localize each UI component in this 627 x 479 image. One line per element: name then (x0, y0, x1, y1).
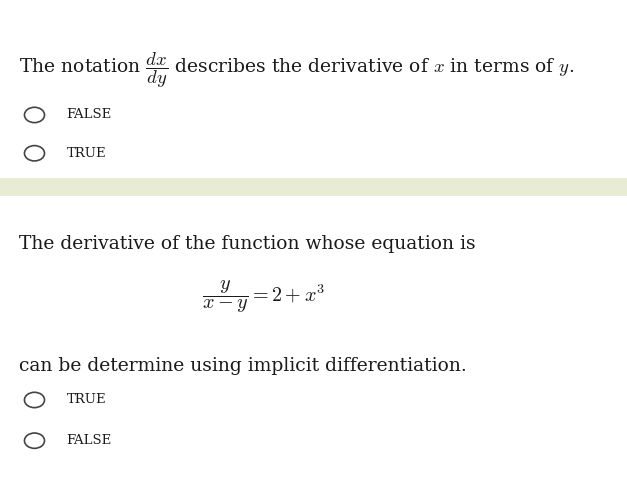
Text: FALSE: FALSE (66, 434, 112, 447)
Text: The notation $\dfrac{dx}{dy}$ describes the derivative of $x$ in terms of $y$.: The notation $\dfrac{dx}{dy}$ describes … (19, 50, 574, 90)
Text: TRUE: TRUE (66, 393, 106, 407)
Text: TRUE: TRUE (66, 147, 106, 160)
Text: $\dfrac{y}{x - y} = 2 + x^3$: $\dfrac{y}{x - y} = 2 + x^3$ (202, 279, 325, 315)
Text: FALSE: FALSE (66, 108, 112, 122)
Text: can be determine using implicit differentiation.: can be determine using implicit differen… (19, 357, 466, 375)
Bar (0, 178, 627, 196)
Text: The derivative of the function whose equation is: The derivative of the function whose equ… (19, 235, 475, 253)
